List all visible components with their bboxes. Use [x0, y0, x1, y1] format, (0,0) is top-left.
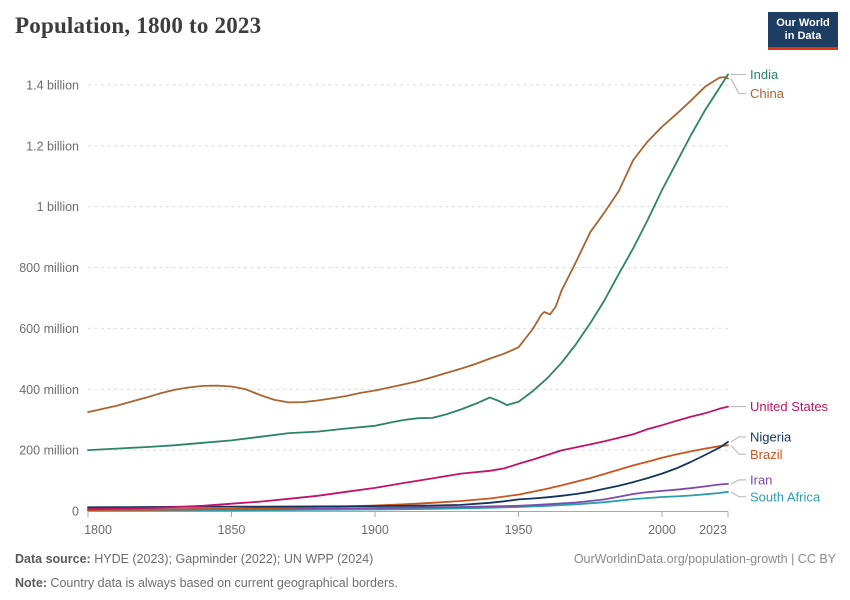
- y-axis-tick-label: 1 billion: [37, 200, 79, 214]
- series-line-nigeria[interactable]: [87, 440, 729, 509]
- owid-logo[interactable]: Our World in Data: [768, 12, 838, 50]
- x-axis-tick-label: 2023: [699, 523, 727, 537]
- footer-source-note: Data source: HYDE (2023); Gapminder (202…: [15, 547, 398, 595]
- x-axis-tick-label: 1900: [361, 523, 389, 537]
- series-label-china[interactable]: China: [750, 86, 785, 101]
- population-line-chart: 0 200 million 400 million 600 million 800 mi…: [19, 67, 829, 537]
- series-label-india[interactable]: India: [750, 67, 779, 82]
- series-line-brazil[interactable]: [87, 444, 729, 512]
- footer-credit-link[interactable]: OurWorldinData.org/population-growth | C…: [573, 552, 836, 566]
- label-connector-nigeria: [730, 436, 746, 443]
- label-connector-south-africa: [730, 491, 746, 498]
- series-line-united-states[interactable]: [87, 405, 729, 511]
- series-line-india[interactable]: [87, 73, 729, 452]
- data-source-label: Data source:: [15, 552, 91, 566]
- series-label-brazil[interactable]: Brazil: [750, 447, 783, 462]
- series-label-united-states[interactable]: United States: [750, 399, 829, 414]
- owid-logo-line1: Our World: [776, 17, 830, 29]
- x-axis-tick-label: 1950: [505, 523, 533, 537]
- series-line-china[interactable]: [87, 76, 729, 414]
- x-axis-tick-label: 1800: [84, 523, 112, 537]
- note-label: Note:: [15, 576, 47, 590]
- owid-logo-line2: in Data: [784, 30, 822, 42]
- label-connector-china: [730, 78, 746, 95]
- y-axis-tick-label: 800 million: [19, 261, 79, 275]
- y-axis-tick-label: 1.4 billion: [26, 79, 79, 93]
- chart-title: Population, 1800 to 2023: [15, 13, 262, 38]
- y-axis-tick-label: 600 million: [19, 322, 79, 336]
- note-text: Country data is always based on current …: [46, 576, 398, 590]
- y-axis-tick-label: 0: [72, 505, 79, 519]
- x-axis-tick-label: 1850: [218, 523, 246, 537]
- series-line-south-africa[interactable]: [87, 490, 729, 512]
- series-line-iran[interactable]: [87, 482, 729, 511]
- series-label-south-africa[interactable]: South Africa: [750, 489, 821, 504]
- series-label-iran[interactable]: Iran: [750, 472, 772, 487]
- chart-footer: Data source: HYDE (2023); Gapminder (202…: [0, 543, 850, 600]
- y-axis-tick-label: 1.2 billion: [26, 139, 79, 153]
- y-axis-tick-label: 200 million: [19, 444, 79, 458]
- label-connector-iran: [730, 479, 746, 485]
- data-source-text: HYDE (2023); Gapminder (2022); UN WPP (2…: [90, 552, 374, 566]
- y-axis-tick-label: 400 million: [19, 383, 79, 397]
- series-label-nigeria[interactable]: Nigeria: [750, 429, 792, 444]
- label-connector-brazil: [730, 444, 746, 455]
- x-axis-tick-label: 2000: [648, 523, 676, 537]
